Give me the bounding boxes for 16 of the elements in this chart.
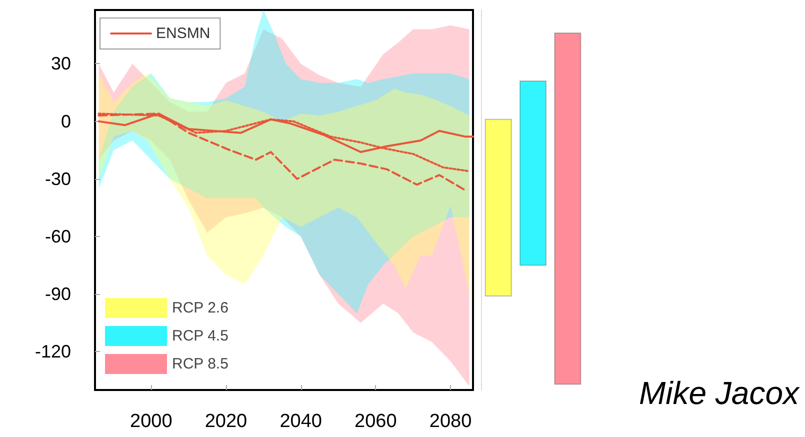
y-tick-label: -120: [34, 342, 71, 362]
y-tick-label: -30: [44, 168, 71, 189]
text: Mike Jacox: [638, 375, 800, 411]
y-tick-label: 30: [50, 54, 71, 74]
x-tick-label: 2040: [280, 411, 322, 432]
y-tick-label: -60: [44, 226, 71, 246]
x-tick-label: 2060: [354, 411, 397, 432]
legend-label: RCP 8.5: [172, 356, 228, 372]
legend-label: RCP 4.5: [172, 328, 228, 344]
x-tick-label: 2000: [130, 411, 172, 432]
x-tick-label: 2080: [429, 411, 472, 432]
x-tick-label: 2020: [204, 411, 248, 432]
y-tick-label: -90: [44, 284, 71, 304]
legend-label: ENSMN: [156, 25, 210, 42]
legend-label: RCP 2.6: [172, 300, 228, 316]
y-tick-label: 0: [60, 111, 71, 132]
